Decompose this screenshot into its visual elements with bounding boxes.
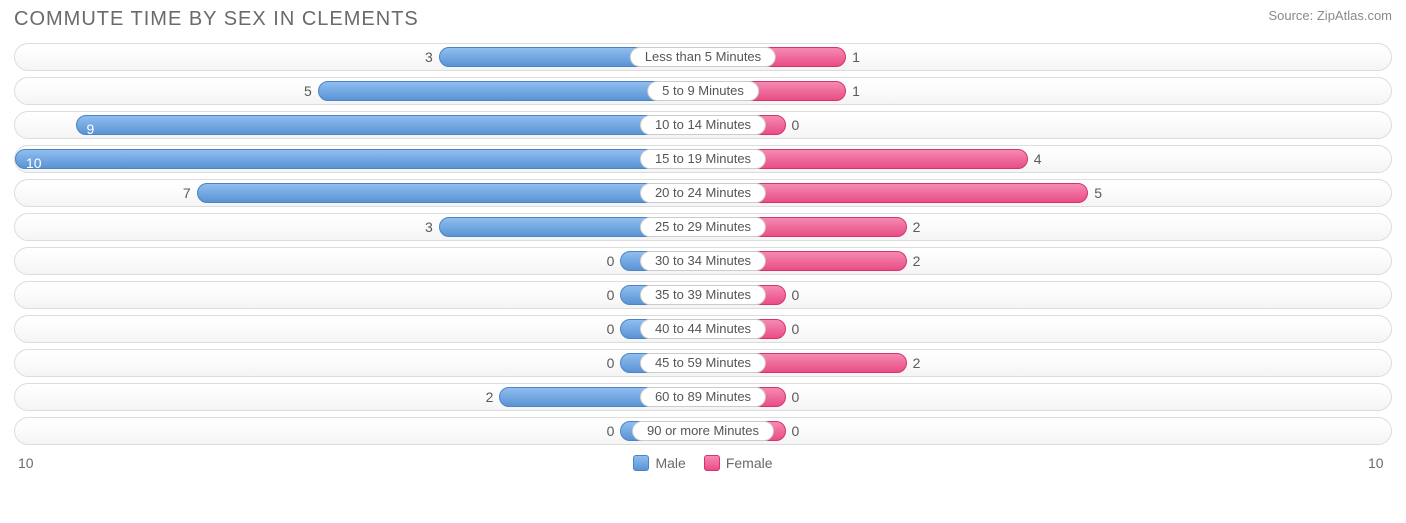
value-label-male: 3 (419, 214, 439, 242)
legend-swatch-female (704, 455, 720, 471)
category-pill: 5 to 9 Minutes (647, 81, 759, 101)
value-label-female: 5 (1088, 180, 1108, 208)
value-label-female: 2 (907, 214, 927, 242)
category-pill: 40 to 44 Minutes (640, 319, 766, 339)
bar-male: 9 (76, 115, 703, 135)
value-label-female: 4 (1028, 146, 1048, 174)
chart-row: 0 0 90 or more Minutes (14, 417, 1392, 445)
value-label-male: 0 (601, 248, 621, 276)
value-label-male: 3 (419, 44, 439, 72)
value-label-female: 0 (786, 418, 806, 446)
value-label-male: 0 (601, 316, 621, 344)
source-attribution: Source: ZipAtlas.com (1268, 8, 1392, 23)
chart-footer: 10 Male Female 10 (0, 451, 1406, 471)
value-label-female: 2 (907, 350, 927, 378)
chart-row: 0 0 35 to 39 Minutes (14, 281, 1392, 309)
legend-label-female: Female (726, 455, 773, 471)
category-pill: 25 to 29 Minutes (640, 217, 766, 237)
value-label-female: 1 (846, 78, 866, 106)
header: COMMUTE TIME BY SEX IN CLEMENTS Source: … (0, 0, 1406, 31)
chart-row: 10 4 15 to 19 Minutes (14, 145, 1392, 173)
chart-row: 5 1 5 to 9 Minutes (14, 77, 1392, 105)
category-pill: 30 to 34 Minutes (640, 251, 766, 271)
chart-row: 7 5 20 to 24 Minutes (14, 179, 1392, 207)
value-label-female: 2 (907, 248, 927, 276)
category-pill: 35 to 39 Minutes (640, 285, 766, 305)
value-label-female: 0 (786, 112, 806, 140)
chart-row: 3 2 25 to 29 Minutes (14, 213, 1392, 241)
value-label-male: 10 (20, 150, 48, 178)
bar-male (318, 81, 703, 101)
value-label-male: 5 (298, 78, 318, 106)
chart-row: 0 2 30 to 34 Minutes (14, 247, 1392, 275)
value-label-male: 9 (81, 116, 101, 144)
legend-swatch-male (633, 455, 649, 471)
legend-item-female: Female (704, 455, 773, 471)
chart-area: 31Less than 5 Minutes515 to 9 Minutes901… (0, 31, 1406, 445)
value-label-male: 7 (177, 180, 197, 208)
chart-row: 3 1 Less than 5 Minutes (14, 43, 1392, 71)
legend-item-male: Male (633, 455, 685, 471)
chart-row: 0 2 45 to 59 Minutes (14, 349, 1392, 377)
chart-row: 2 0 60 to 89 Minutes (14, 383, 1392, 411)
chart-title: COMMUTE TIME BY SEX IN CLEMENTS (14, 8, 419, 31)
value-label-male: 0 (601, 418, 621, 446)
value-label-female: 0 (786, 384, 806, 412)
value-label-male: 0 (601, 350, 621, 378)
axis-max-right: 10 (1368, 455, 1388, 471)
value-label-female: 0 (786, 316, 806, 344)
category-pill: 15 to 19 Minutes (640, 149, 766, 169)
category-pill: 20 to 24 Minutes (640, 183, 766, 203)
value-label-female: 1 (846, 44, 866, 72)
value-label-male: 2 (480, 384, 500, 412)
bar-male (197, 183, 703, 203)
legend-label-male: Male (655, 455, 685, 471)
category-pill: 10 to 14 Minutes (640, 115, 766, 135)
value-label-female: 0 (786, 282, 806, 310)
bar-male: 10 (15, 149, 703, 169)
category-pill: 45 to 59 Minutes (640, 353, 766, 373)
legend: Male Female (633, 455, 772, 471)
category-pill: 60 to 89 Minutes (640, 387, 766, 407)
axis-max-left: 10 (18, 455, 38, 471)
category-pill: 90 or more Minutes (632, 421, 774, 441)
category-pill: Less than 5 Minutes (630, 47, 776, 67)
value-label-male: 0 (601, 282, 621, 310)
chart-row: 0 0 40 to 44 Minutes (14, 315, 1392, 343)
chart-row: 9 0 10 to 14 Minutes (14, 111, 1392, 139)
